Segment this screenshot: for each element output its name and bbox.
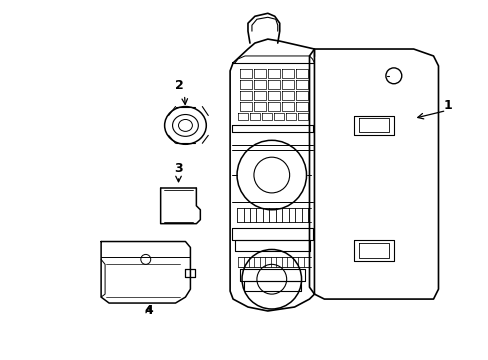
- Text: 4: 4: [144, 304, 153, 317]
- Text: 1: 1: [443, 99, 452, 112]
- Text: 3: 3: [174, 162, 183, 175]
- Text: 2: 2: [175, 79, 183, 92]
